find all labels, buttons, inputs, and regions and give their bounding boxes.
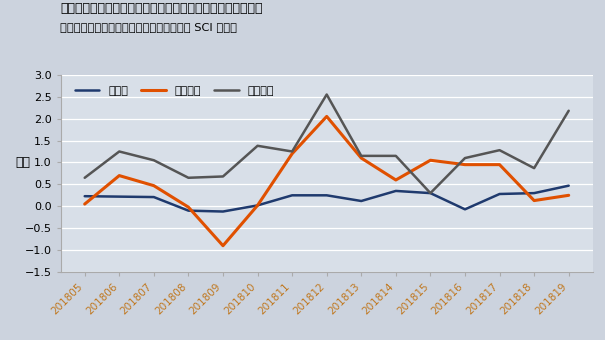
超長期	[185, 209, 192, 213]
利付中期	[116, 150, 123, 154]
利付長期	[531, 199, 538, 203]
超長期	[392, 189, 399, 193]
利付長期	[565, 193, 572, 197]
利付長期	[358, 156, 365, 160]
超長期	[462, 207, 469, 211]
利付長期	[496, 163, 503, 167]
利付長期	[323, 114, 330, 118]
超長期	[427, 191, 434, 195]
超長期	[289, 193, 296, 197]
利付中期	[220, 174, 227, 179]
超長期	[254, 203, 261, 207]
超長期	[358, 199, 365, 203]
超長期	[150, 195, 157, 199]
Line: 利付中期: 利付中期	[85, 95, 569, 193]
Legend: 超長期, 利付長期, 利付中期: 超長期, 利付長期, 利付中期	[71, 82, 278, 99]
利付長期	[462, 163, 469, 167]
利付中期	[565, 109, 572, 113]
超長期	[496, 192, 503, 196]
利付中期	[462, 156, 469, 160]
利付長期	[150, 184, 157, 188]
Line: 超長期: 超長期	[85, 186, 569, 211]
利付中期	[254, 144, 261, 148]
利付長期	[254, 203, 261, 207]
Text: 公社債店頭売買高より外国人による中長期国債の買い越し額: 公社債店頭売買高より外国人による中長期国債の買い越し額	[60, 2, 263, 15]
利付長期	[392, 178, 399, 182]
利付中期	[289, 150, 296, 154]
利付長期	[81, 202, 88, 206]
超長期	[565, 184, 572, 188]
利付中期	[323, 92, 330, 97]
利付長期	[185, 205, 192, 209]
利付中期	[150, 158, 157, 162]
利付中期	[496, 148, 503, 152]
利付長期	[289, 152, 296, 156]
Text: （出典：　日本証券業協会データより浜町 SCI 作成）: （出典： 日本証券業協会データより浜町 SCI 作成）	[60, 22, 238, 32]
利付長期	[220, 244, 227, 248]
Line: 利付長期: 利付長期	[85, 116, 569, 246]
超長期	[220, 209, 227, 214]
利付中期	[531, 166, 538, 170]
利付中期	[185, 176, 192, 180]
超長期	[116, 194, 123, 199]
利付中期	[392, 154, 399, 158]
Y-axis label: 兆円: 兆円	[16, 156, 31, 169]
超長期	[531, 191, 538, 195]
超長期	[323, 193, 330, 197]
超長期	[81, 194, 88, 198]
利付中期	[427, 191, 434, 195]
利付長期	[427, 158, 434, 162]
利付長期	[116, 173, 123, 177]
利付中期	[81, 176, 88, 180]
利付中期	[358, 154, 365, 158]
